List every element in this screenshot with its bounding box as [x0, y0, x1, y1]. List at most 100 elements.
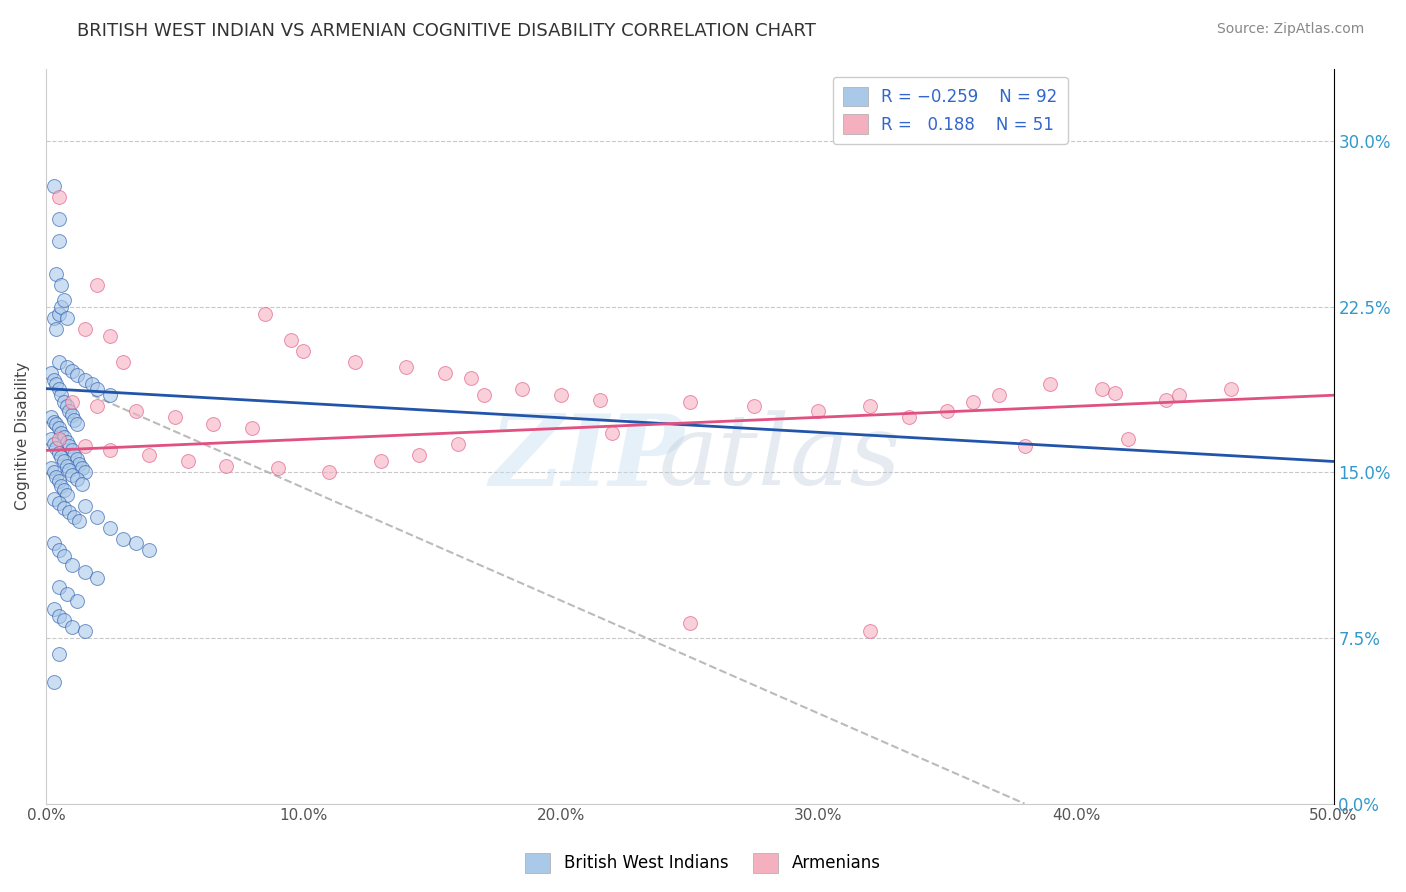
Point [73, 466, 96, 480]
Point [602, 425, 624, 440]
Point [1168, 388, 1191, 402]
Point [51, 425, 73, 440]
Point [55, 587, 77, 601]
Point [588, 392, 610, 407]
Point [550, 388, 572, 402]
Point [45, 417, 67, 431]
Point [1039, 377, 1062, 392]
Point [679, 615, 702, 630]
Point [58, 463, 80, 477]
Point [58, 403, 80, 417]
Point [987, 388, 1010, 402]
Point [70, 476, 93, 491]
Point [42, 415, 65, 429]
Y-axis label: Cognitive Disability: Cognitive Disability [15, 362, 30, 510]
Point [73, 439, 96, 453]
Point [53, 500, 76, 515]
Point [53, 293, 76, 308]
Point [60, 558, 83, 573]
Point [472, 388, 495, 402]
Point [60, 443, 83, 458]
Point [98, 328, 121, 343]
Point [48, 307, 70, 321]
Point [42, 675, 65, 690]
Point [86, 509, 108, 524]
Point [1154, 392, 1177, 407]
Point [45, 377, 67, 392]
Point [45, 267, 67, 281]
Point [66, 368, 89, 383]
Point [202, 417, 225, 431]
Point [73, 499, 96, 513]
Point [447, 437, 470, 451]
Point [897, 410, 920, 425]
Point [42, 536, 65, 550]
Point [66, 472, 89, 486]
Point [395, 359, 418, 374]
Point [408, 448, 430, 462]
Point [318, 466, 340, 480]
Point [1104, 386, 1126, 401]
Point [859, 399, 882, 413]
Point [39, 410, 62, 425]
Point [936, 403, 959, 417]
Point [1219, 382, 1241, 396]
Point [42, 310, 65, 325]
Point [48, 542, 70, 557]
Point [55, 434, 77, 449]
Point [60, 395, 83, 409]
Point [1014, 439, 1036, 453]
Point [73, 565, 96, 579]
Point [45, 322, 67, 336]
Point [70, 461, 93, 475]
Point [48, 580, 70, 594]
Point [60, 467, 83, 482]
Point [55, 458, 77, 473]
Point [66, 593, 89, 607]
Point [42, 466, 65, 480]
Point [1091, 382, 1114, 396]
Point [742, 399, 765, 413]
Point [39, 433, 62, 447]
Point [98, 388, 121, 402]
Point [51, 300, 73, 314]
Point [163, 410, 186, 425]
Point [267, 461, 290, 475]
Point [55, 399, 77, 413]
Point [98, 443, 121, 458]
Point [51, 450, 73, 464]
Point [42, 491, 65, 506]
Text: atlas: atlas [658, 410, 901, 506]
Point [66, 452, 89, 467]
Point [42, 602, 65, 616]
Point [280, 333, 302, 347]
Point [45, 470, 67, 484]
Point [434, 366, 457, 380]
Point [58, 505, 80, 519]
Point [48, 211, 70, 226]
Point [48, 355, 70, 369]
Point [53, 395, 76, 409]
Point [86, 571, 108, 585]
Point [962, 395, 984, 409]
Point [63, 412, 86, 426]
Point [73, 624, 96, 639]
Point [55, 310, 77, 325]
Point [51, 277, 73, 292]
Point [1116, 433, 1139, 447]
Point [460, 370, 482, 384]
Point [60, 620, 83, 634]
Text: BRITISH WEST INDIAN VS ARMENIAN COGNITIVE DISABILITY CORRELATION CHART: BRITISH WEST INDIAN VS ARMENIAN COGNITIV… [77, 22, 817, 40]
Point [125, 536, 148, 550]
Point [69, 514, 91, 528]
Point [512, 382, 534, 396]
Point [859, 624, 882, 639]
Point [42, 437, 65, 451]
Point [51, 479, 73, 493]
Legend: British West Indians, Armenians: British West Indians, Armenians [519, 847, 887, 880]
Point [370, 454, 392, 468]
Point [42, 373, 65, 387]
Point [53, 614, 76, 628]
Point [53, 549, 76, 564]
Point [39, 366, 62, 380]
